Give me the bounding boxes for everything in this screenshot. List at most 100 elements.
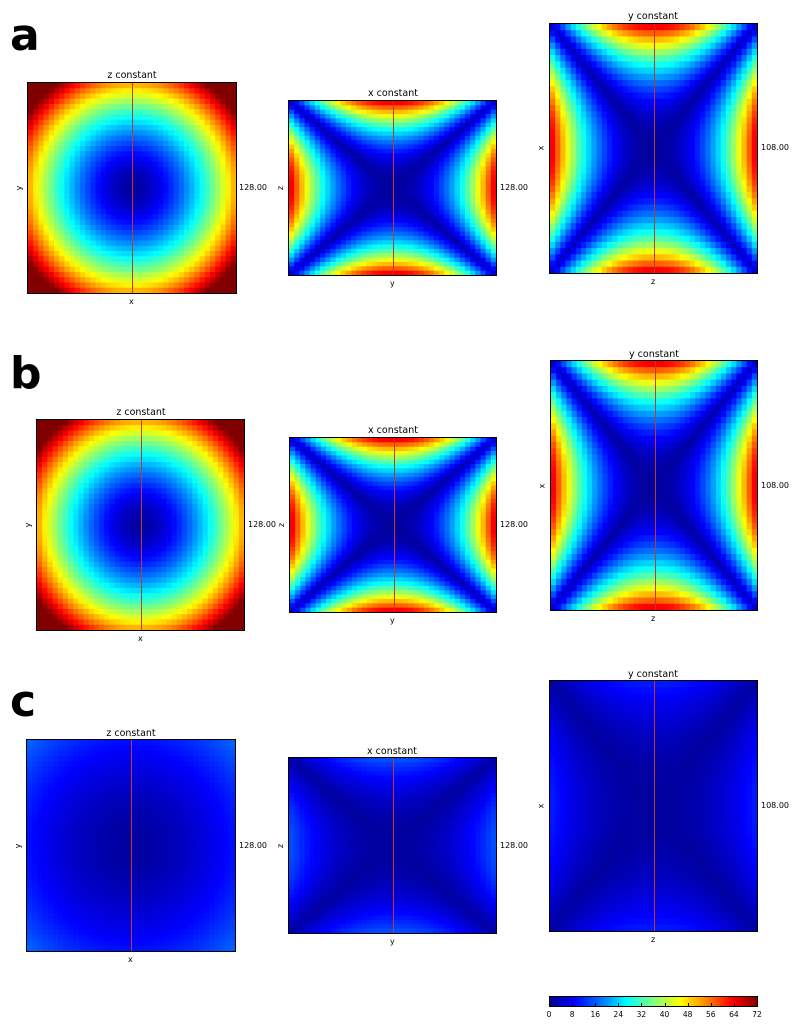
heatmap-cell: [116, 245, 123, 252]
heatmap-cell: [361, 131, 368, 137]
heatmap-cell: [38, 214, 45, 220]
heatmap-cell: [320, 231, 326, 237]
heatmap-cell: [601, 210, 608, 218]
heatmap-cell: [28, 88, 34, 94]
heatmap-cell: [653, 266, 660, 273]
heatmap-cell: [215, 219, 221, 226]
heatmap-cell: [28, 240, 34, 247]
heatmap-cell: [658, 92, 665, 100]
heatmap-cell: [126, 83, 133, 89]
heatmap-cell: [637, 192, 644, 199]
heatmap-cell: [725, 154, 732, 162]
heatmap-cell: [189, 140, 195, 147]
heatmap-cell: [100, 256, 107, 262]
heatmap-cell: [230, 109, 236, 115]
heatmap-cell: [653, 160, 660, 168]
heatmap-cell: [715, 36, 722, 44]
heatmap-cell: [679, 167, 685, 174]
heatmap-cell: [28, 203, 34, 210]
heatmap-cell: [746, 80, 753, 87]
heatmap-cell: [116, 172, 123, 178]
heatmap-cell: [340, 201, 347, 206]
heatmap-cell: [173, 109, 180, 115]
heatmap-cell: [439, 122, 445, 128]
heatmap-cell: [674, 123, 680, 131]
heatmap-cell: [413, 209, 419, 215]
heatmap-cell: [335, 240, 342, 245]
heatmap-cell: [361, 201, 368, 206]
heatmap-cell: [408, 253, 414, 258]
heatmap-cell: [485, 205, 492, 211]
heatmap-cell: [643, 160, 649, 168]
heatmap-cell: [199, 245, 206, 252]
heatmap-cell: [663, 55, 670, 62]
heatmap-cell: [366, 192, 373, 198]
heatmap-cell: [199, 282, 206, 289]
heatmap-cell: [392, 105, 399, 111]
heatmap-cell: [449, 183, 456, 189]
heatmap-cell: [637, 179, 644, 187]
heatmap-cell: [74, 114, 81, 121]
heatmap-cell: [356, 183, 362, 189]
heatmap-cell: [387, 183, 393, 189]
heatmap-cell: [28, 156, 34, 163]
heatmap-cell: [376, 257, 383, 263]
heatmap-cell: [340, 174, 347, 180]
heatmap-cell: [225, 83, 232, 89]
heatmap-cell: [560, 192, 566, 199]
heatmap-cell: [345, 101, 352, 106]
heatmap-cell: [184, 104, 190, 110]
heatmap-cell: [320, 196, 326, 202]
heatmap-cell: [637, 48, 644, 56]
heatmap-cell: [596, 148, 603, 156]
heatmap-cell: [570, 198, 577, 206]
heatmap-cell: [168, 156, 175, 163]
heatmap-cell: [121, 198, 128, 205]
heatmap-cell: [596, 48, 603, 56]
heatmap-cell: [392, 183, 399, 189]
heatmap-cell: [617, 173, 623, 181]
heatmap-cell: [64, 114, 71, 121]
heatmap-cell: [591, 111, 597, 118]
heatmap-cell: [294, 270, 300, 275]
heatmap-cell: [555, 229, 561, 237]
heatmap-cell: [54, 135, 60, 142]
heatmap-cell: [340, 266, 347, 271]
heatmap-cell: [382, 205, 388, 211]
heatmap-cell: [413, 248, 419, 254]
heatmap-cell: [632, 160, 639, 168]
heatmap-cell: [95, 104, 102, 110]
heatmap-cell: [361, 161, 368, 167]
heatmap-cell: [720, 67, 727, 75]
heatmap-cell: [204, 93, 211, 100]
heatmap-cell: [575, 98, 582, 106]
heatmap-cell: [658, 67, 665, 75]
heatmap-cell: [38, 98, 45, 105]
heatmap-cell: [591, 61, 597, 69]
heatmap-cell: [565, 173, 572, 181]
heatmap-cell: [356, 240, 362, 245]
heatmap-cell: [57, 488, 64, 494]
heatmap-cell: [48, 98, 55, 105]
heatmap-cell: [444, 192, 450, 198]
heatmap-cell: [199, 135, 206, 142]
heatmap-cell: [38, 104, 45, 110]
heatmap-cell: [194, 188, 201, 194]
heatmap-cell: [28, 114, 34, 121]
heatmap-cell: [715, 117, 722, 125]
heatmap-cell: [648, 260, 654, 268]
heatmap-cell: [480, 161, 487, 167]
heatmap-cell: [100, 182, 107, 189]
heatmap-cell: [210, 156, 216, 163]
heatmap-cell: [408, 227, 414, 232]
heatmap-cell: [581, 117, 587, 125]
heatmap-cell: [220, 83, 227, 89]
heatmap-cell: [612, 260, 618, 268]
heatmap-cell: [54, 287, 60, 293]
heatmap-cell: [48, 245, 55, 252]
heatmap-cell: [459, 118, 466, 124]
heatmap-cell: [397, 101, 404, 106]
heatmap-cell: [570, 192, 577, 199]
heatmap-cell: [158, 182, 164, 189]
heatmap-cell: [565, 73, 572, 81]
